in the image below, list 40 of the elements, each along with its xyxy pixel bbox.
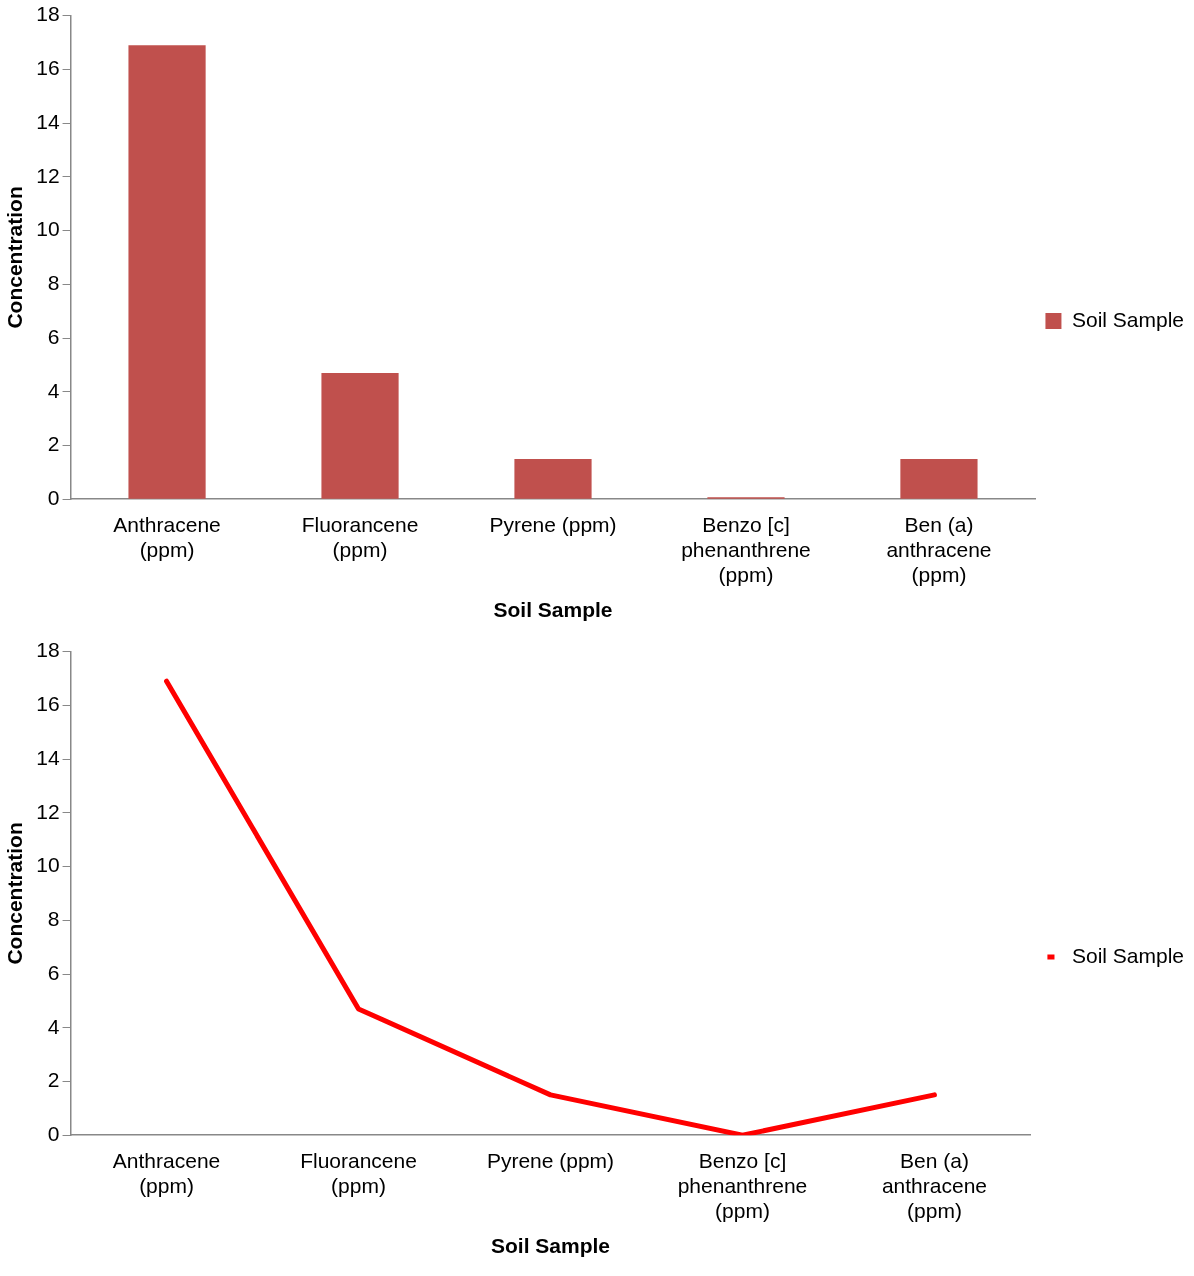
y-tick-label: 10 xyxy=(36,217,60,241)
y-tick-label: 2 xyxy=(47,1068,60,1092)
y-tick-label: 6 xyxy=(47,324,60,348)
y-tick-label: 2 xyxy=(47,432,60,456)
y-tick-label: 18 xyxy=(36,638,60,662)
bar xyxy=(128,45,206,499)
x-tick-label: Benzo [c] phenanthrene (ppm) xyxy=(681,512,811,586)
x-tick-label: Ben (a) anthracene (ppm) xyxy=(886,512,992,586)
bar xyxy=(900,458,978,499)
x-tick-label: Fluorancene (ppm) xyxy=(301,512,419,561)
x-axis-title: Soil Sample xyxy=(493,598,613,622)
bar xyxy=(514,458,592,499)
y-tick-label: 0 xyxy=(47,1122,60,1145)
y-tick-label: 14 xyxy=(36,109,60,133)
legend-label: Soil Sample xyxy=(1071,307,1185,331)
x-tick-label: Anthracene (ppm) xyxy=(113,512,221,561)
x-tick-label: Anthracene (ppm) xyxy=(112,1148,221,1197)
x-axis-title: Soil Sample xyxy=(490,1234,611,1258)
y-tick-label: 8 xyxy=(47,271,60,295)
y-axis-title: Concentration xyxy=(3,822,27,965)
y-tick-label: 10 xyxy=(36,853,60,877)
y-tick-label: 18 xyxy=(36,2,60,26)
y-tick-label: 0 xyxy=(47,486,60,509)
x-tick-label: Pyrene (ppm) xyxy=(489,512,617,536)
bar xyxy=(321,372,399,499)
x-tick-label: Pyrene (ppm) xyxy=(486,1148,615,1172)
y-tick-label: 16 xyxy=(36,692,60,716)
y-tick-label: 8 xyxy=(47,907,60,931)
y-tick-label: 4 xyxy=(47,378,60,402)
x-tick-label: Fluorancene (ppm) xyxy=(300,1148,417,1197)
y-tick-label: 6 xyxy=(47,960,60,984)
legend-label: Soil Sample xyxy=(1071,943,1185,967)
y-tick-label: 14 xyxy=(36,745,60,769)
y-tick-label: 4 xyxy=(47,1014,60,1038)
x-tick-label: Ben (a) anthracene (ppm) xyxy=(881,1148,987,1222)
y-tick-label: 16 xyxy=(36,56,60,80)
x-tick-label: Benzo [c] phenanthrene (ppm) xyxy=(677,1148,808,1222)
y-tick-label: 12 xyxy=(36,799,60,823)
y-axis-title: Concentration xyxy=(3,186,27,329)
y-tick-label: 12 xyxy=(36,163,60,187)
